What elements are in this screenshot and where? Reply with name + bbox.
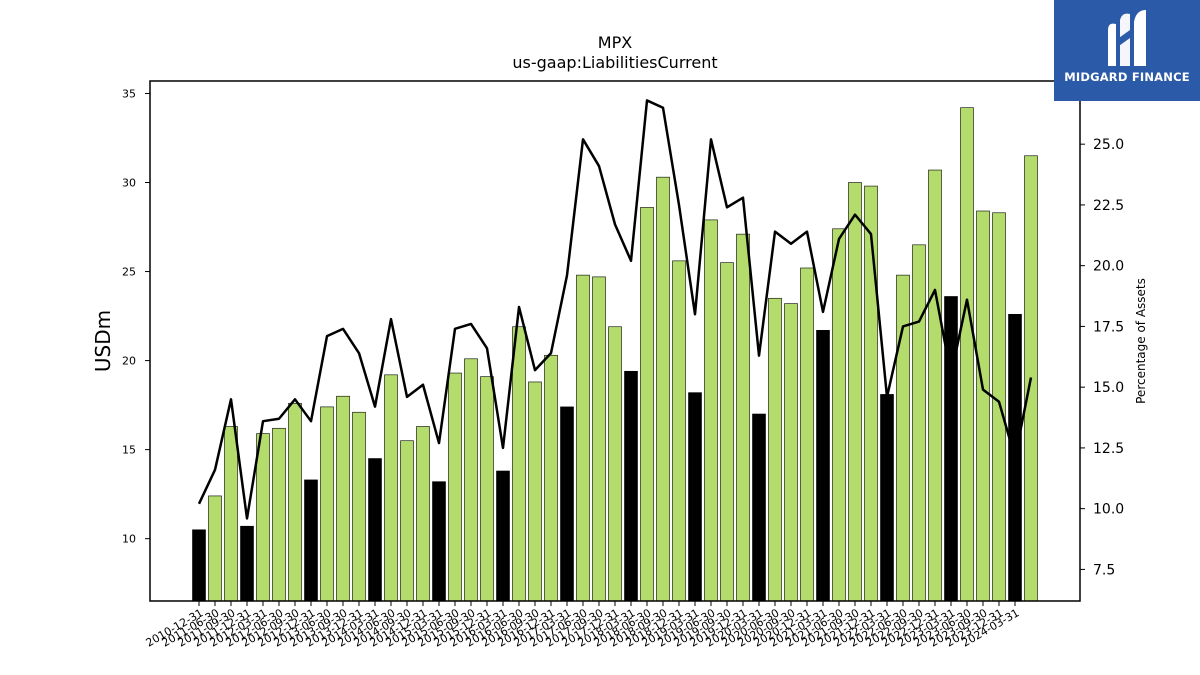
bar-2015-09-30 — [496, 470, 510, 602]
y-tick-label-25: 25 — [122, 266, 136, 279]
y-tick-label-10: 10 — [122, 533, 136, 546]
bar-2015-12-31 — [512, 326, 526, 602]
bar-2013-03-31 — [336, 395, 350, 602]
bar-2015-03-31 — [464, 358, 478, 602]
bar-2016-09-30 — [560, 406, 574, 602]
series-line-percentage-of-assets — [197, 99, 1033, 520]
bar-2023-06-30 — [992, 212, 1006, 602]
y-tick-label-30: 30 — [122, 177, 136, 190]
chart-title: MPX — [598, 33, 632, 52]
bar-2017-03-31 — [592, 276, 606, 602]
y-axis: 10 15 20 25 30 35 — [122, 87, 150, 546]
bar-2017-12-31 — [640, 207, 654, 602]
y-tick-label-35: 35 — [122, 87, 136, 100]
bar-2012-09-30 — [304, 479, 318, 602]
bar-2022-06-30 — [928, 169, 942, 602]
bar-2013-09-30 — [368, 458, 382, 602]
y2-tick-label-7.5: 7.5 — [1093, 562, 1115, 578]
bar-2020-03-31 — [784, 303, 798, 602]
y2-tick-label-17.5: 17.5 — [1093, 319, 1124, 335]
y2-tick-label-22.5: 22.5 — [1093, 198, 1124, 214]
bar-2021-03-31 — [848, 182, 862, 602]
bar-2012-12-31 — [320, 406, 334, 602]
brand-name: MIDGARD FINANCE — [1064, 70, 1190, 84]
bar-2018-03-31 — [656, 176, 670, 602]
bar-2014-12-31 — [448, 372, 462, 602]
bar-2014-03-31 — [400, 440, 414, 602]
chart-subtitle: us-gaap:LiabilitiesCurrent — [512, 53, 717, 72]
y2-axis: 7.5 10.0 12.5 15.0 17.5 20.0 22.5 25.0 — [1080, 137, 1124, 578]
bar-2021-06-30 — [864, 185, 878, 602]
bar-2019-09-30 — [752, 413, 766, 602]
y-tick-label-15: 15 — [122, 444, 136, 457]
bar-2012-03-31 — [272, 427, 286, 602]
bar-2020-12-31 — [832, 228, 846, 602]
bar-2011-06-30 — [224, 426, 238, 602]
bar-2016-03-31 — [528, 381, 542, 602]
bar-2022-09-30 — [944, 296, 958, 602]
y-tick-label-20: 20 — [122, 355, 136, 368]
bar-2017-09-30 — [624, 370, 638, 602]
bar-2014-09-30 — [432, 481, 446, 602]
y-axis-label: USDm — [91, 310, 115, 372]
y2-tick-label-25.0: 25.0 — [1093, 137, 1124, 153]
y2-axis-label: Percentage of Assets — [1134, 278, 1148, 404]
bar-2021-09-30 — [880, 394, 894, 602]
bar-2023-03-31 — [976, 210, 990, 602]
bar-2011-03-31 — [208, 495, 222, 602]
bar-2018-12-31 — [704, 219, 718, 602]
bar-2022-12-31 — [960, 107, 974, 602]
brand-logo: MIDGARD FINANCE — [1054, 0, 1200, 101]
bar-2016-12-31 — [576, 274, 590, 602]
y2-tick-label-12.5: 12.5 — [1093, 441, 1124, 457]
bar-2014-06-30 — [416, 426, 430, 602]
bar-2010-12-31 — [192, 529, 206, 602]
bar-2022-03-31 — [912, 244, 926, 602]
bar-2019-06-30 — [736, 233, 750, 602]
bar-2019-03-31 — [720, 262, 734, 602]
y2-tick-label-10.0: 10.0 — [1093, 502, 1124, 518]
bar-2016-06-30 — [544, 354, 558, 602]
bar-2011-12-31 — [256, 433, 270, 602]
bar-2020-06-30 — [800, 267, 814, 602]
bars-group — [192, 107, 1038, 602]
y2-tick-label-20.0: 20.0 — [1093, 259, 1124, 275]
bar-2015-06-30 — [480, 376, 494, 602]
bar-2019-12-31 — [768, 297, 782, 602]
x-axis: 2010-12-312011-06-302011-09-302011-12-31… — [144, 601, 1022, 650]
bar-2017-06-30 — [608, 326, 622, 602]
bar-2011-09-30 — [240, 525, 254, 602]
bar-2012-06-30 — [288, 403, 302, 602]
line-group — [197, 99, 1033, 520]
bar-2018-09-30 — [688, 392, 702, 602]
bar-2020-09-30 — [816, 330, 830, 602]
bar-2013-06-30 — [352, 411, 366, 602]
bar-2013-12-31 — [384, 374, 398, 602]
midgard-logo-icon — [1108, 10, 1146, 67]
bar-2018-06-30 — [672, 260, 686, 602]
y2-tick-label-15.0: 15.0 — [1093, 380, 1124, 396]
